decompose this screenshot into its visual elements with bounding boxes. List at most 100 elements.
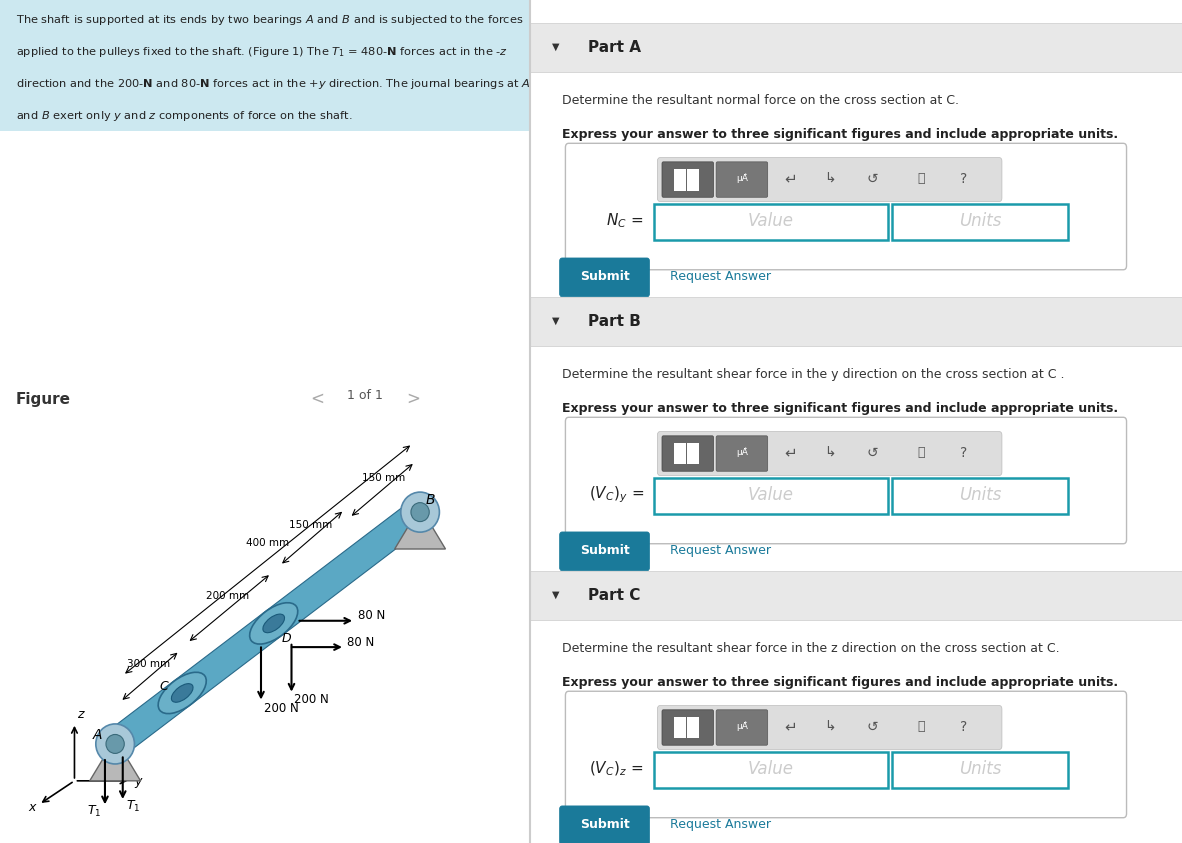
- Text: ↺: ↺: [866, 446, 878, 459]
- Text: ?: ?: [960, 720, 967, 733]
- Ellipse shape: [262, 614, 285, 633]
- Bar: [530, 571, 1182, 620]
- Bar: [654, 752, 889, 788]
- Text: ⎕: ⎕: [917, 172, 924, 185]
- Text: μÂ: μÂ: [736, 722, 748, 732]
- FancyBboxPatch shape: [662, 710, 714, 745]
- Text: Determine the resultant shear force in the z direction on the cross section at C: Determine the resultant shear force in t…: [563, 642, 1060, 655]
- Text: Part B: Part B: [589, 314, 641, 329]
- Text: Express your answer to three significant figures and include appropriate units.: Express your answer to three significant…: [563, 402, 1118, 415]
- Bar: [891, 204, 1067, 240]
- Text: Request Answer: Request Answer: [670, 544, 771, 557]
- FancyBboxPatch shape: [565, 691, 1126, 818]
- Text: >: >: [407, 389, 420, 407]
- Text: ▼: ▼: [552, 590, 559, 600]
- Text: ▼: ▼: [552, 42, 559, 52]
- Text: Units: Units: [959, 760, 1001, 778]
- Text: ↳: ↳: [824, 446, 836, 459]
- Text: 200 mm: 200 mm: [207, 591, 249, 601]
- Circle shape: [411, 502, 429, 522]
- Text: Figure: Figure: [15, 392, 71, 407]
- Text: ⎕: ⎕: [917, 446, 924, 459]
- Text: Determine the resultant shear force in the y direction on the cross section at C: Determine the resultant shear force in t…: [563, 368, 1065, 381]
- Text: μÂ: μÂ: [736, 448, 748, 458]
- Text: Units: Units: [959, 486, 1001, 504]
- Bar: [675, 717, 686, 738]
- Text: y: y: [135, 775, 142, 788]
- Text: applied to the pulleys fixed to the shaft. (Figure 1) The $T_1$ = 480-$\mathbf{N: applied to the pulleys fixed to the shaf…: [15, 45, 508, 59]
- Text: 80 N: 80 N: [348, 636, 375, 648]
- Bar: [675, 169, 686, 191]
- Text: ⎕: ⎕: [917, 720, 924, 733]
- Bar: [688, 169, 700, 191]
- FancyBboxPatch shape: [657, 706, 1002, 749]
- Text: 150 mm: 150 mm: [288, 520, 332, 530]
- Text: ↵: ↵: [784, 445, 797, 460]
- FancyBboxPatch shape: [716, 162, 767, 197]
- Text: 300 mm: 300 mm: [128, 659, 170, 669]
- Bar: [688, 717, 700, 738]
- Text: Part A: Part A: [589, 40, 642, 55]
- FancyBboxPatch shape: [565, 143, 1126, 270]
- FancyBboxPatch shape: [559, 806, 650, 843]
- Bar: [688, 443, 700, 464]
- Bar: [891, 478, 1067, 514]
- Text: Submit: Submit: [579, 544, 630, 557]
- Text: ↵: ↵: [784, 171, 797, 186]
- Bar: [530, 23, 1182, 72]
- Text: ↺: ↺: [866, 720, 878, 733]
- Circle shape: [96, 724, 135, 764]
- FancyBboxPatch shape: [657, 432, 1002, 475]
- Text: Units: Units: [959, 212, 1001, 230]
- FancyBboxPatch shape: [657, 158, 1002, 201]
- Bar: [530, 297, 1182, 346]
- Bar: [654, 204, 889, 240]
- Text: ↳: ↳: [824, 172, 836, 185]
- FancyBboxPatch shape: [559, 258, 650, 297]
- FancyBboxPatch shape: [662, 436, 714, 471]
- Text: Request Answer: Request Answer: [670, 270, 771, 283]
- Text: ?: ?: [960, 446, 967, 459]
- Text: and $\mathit{B}$ exert only $y$ and $z$ components of force on the shaft.: and $\mathit{B}$ exert only $y$ and $z$ …: [15, 109, 352, 123]
- Text: D: D: [281, 632, 291, 645]
- Text: direction and the 200-$\mathbf{N}$ and 80-$\mathbf{N}$ forces act in the +$y$ di: direction and the 200-$\mathbf{N}$ and 8…: [15, 77, 531, 91]
- Text: Value: Value: [748, 486, 794, 504]
- Text: Express your answer to three significant figures and include appropriate units.: Express your answer to three significant…: [563, 128, 1118, 141]
- Text: $T_1$: $T_1$: [126, 799, 141, 813]
- Circle shape: [106, 734, 124, 754]
- FancyBboxPatch shape: [662, 162, 714, 197]
- Polygon shape: [395, 507, 446, 549]
- Text: Value: Value: [748, 760, 794, 778]
- Text: μÂ: μÂ: [736, 174, 748, 184]
- Text: Express your answer to three significant figures and include appropriate units.: Express your answer to three significant…: [563, 676, 1118, 689]
- Ellipse shape: [158, 672, 207, 714]
- Bar: [654, 478, 889, 514]
- Text: $(V_C)_y$ =: $(V_C)_y$ =: [589, 485, 644, 505]
- Bar: [0, 0, 530, 131]
- Text: ↺: ↺: [866, 172, 878, 185]
- Text: <: <: [311, 389, 325, 407]
- Text: Part C: Part C: [589, 588, 641, 603]
- Text: A: A: [92, 728, 102, 742]
- Text: ↳: ↳: [824, 720, 836, 733]
- FancyBboxPatch shape: [716, 710, 767, 745]
- Text: $(V_C)_z$ =: $(V_C)_z$ =: [590, 760, 644, 778]
- Ellipse shape: [249, 603, 298, 644]
- Bar: [675, 443, 686, 464]
- Text: Submit: Submit: [579, 818, 630, 831]
- Text: 200 N: 200 N: [264, 702, 298, 715]
- Text: B: B: [426, 493, 435, 507]
- Text: ↵: ↵: [784, 719, 797, 734]
- Text: x: x: [28, 802, 37, 814]
- Text: $T_1$: $T_1$: [87, 804, 102, 819]
- Polygon shape: [90, 738, 141, 781]
- Text: Request Answer: Request Answer: [670, 818, 771, 831]
- Text: C: C: [160, 680, 168, 693]
- Text: 150 mm: 150 mm: [362, 473, 405, 483]
- Text: Determine the resultant normal force on the cross section at C.: Determine the resultant normal force on …: [563, 94, 959, 107]
- Bar: [891, 752, 1067, 788]
- Text: The shaft is supported at its ends by two bearings $\mathit{A}$ and $\mathit{B}$: The shaft is supported at its ends by tw…: [15, 13, 524, 27]
- Polygon shape: [106, 500, 429, 756]
- Text: 400 mm: 400 mm: [246, 539, 290, 548]
- Ellipse shape: [171, 684, 193, 702]
